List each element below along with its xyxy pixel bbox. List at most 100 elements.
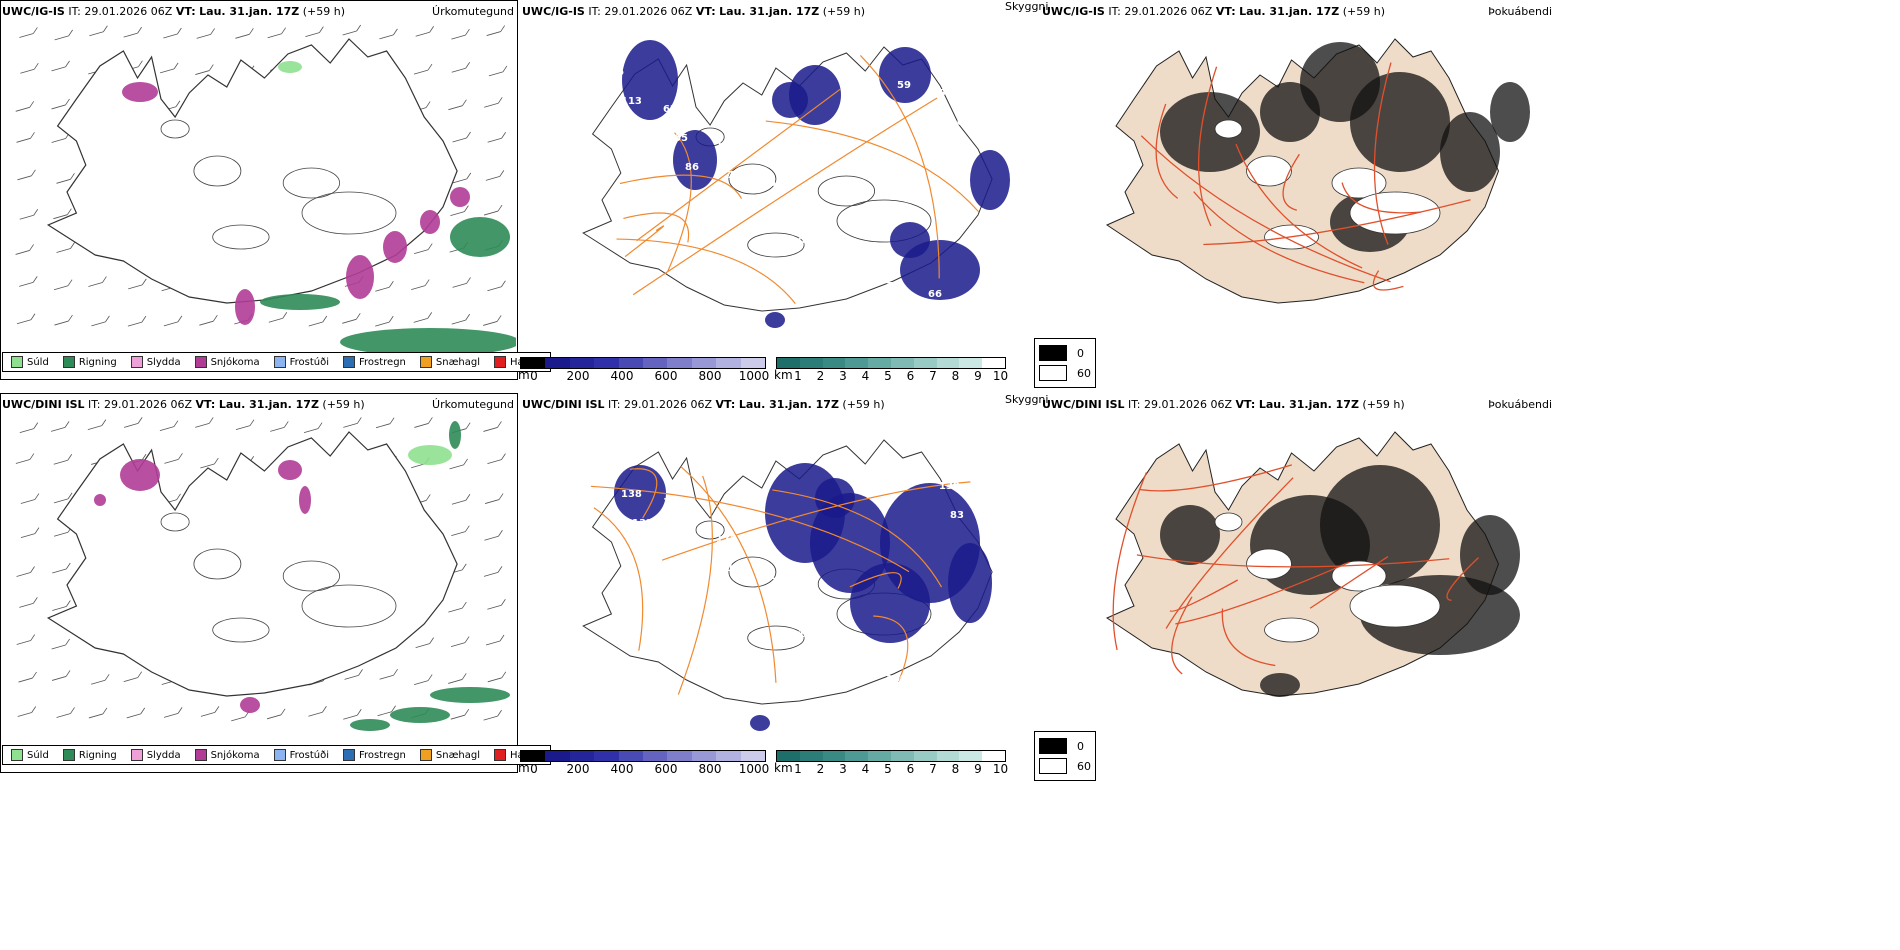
wind-barb-flag xyxy=(68,29,73,37)
fog-legend: 0 60 xyxy=(1034,731,1096,781)
road-line xyxy=(1203,199,1471,246)
valid-label: VT: xyxy=(1235,398,1256,411)
scale-tick: 9 xyxy=(974,762,982,776)
wind-barb-flag xyxy=(141,278,147,286)
ceiling-visibility-panel: UWC/DINI ISL IT: 29.01.2026 06Z VT: Lau.… xyxy=(518,393,1048,778)
wind-barb xyxy=(344,674,359,680)
glacier-outline xyxy=(212,617,270,643)
cloud-base-label: 83 xyxy=(780,207,794,218)
wind-barb xyxy=(487,137,502,143)
init-time: IT: 29.01.2026 06Z xyxy=(1108,5,1213,18)
legend-item: Súld xyxy=(11,749,49,761)
wind-barb-flag xyxy=(173,420,179,427)
wind-barb-flag xyxy=(67,279,73,286)
wind-barb xyxy=(123,32,138,38)
scale-tick: 200 xyxy=(566,762,590,776)
wind-barb-flag xyxy=(501,599,506,606)
wind-barb xyxy=(379,34,394,40)
wind-barb xyxy=(450,211,465,217)
wind-barb xyxy=(485,640,501,646)
road-line xyxy=(593,507,644,651)
wind-barb xyxy=(343,714,358,720)
precip-area xyxy=(240,697,260,713)
cloud-base-label: 67 xyxy=(769,178,783,189)
scale-tick: 10 xyxy=(992,369,1009,383)
cloud-base-label: 112 xyxy=(727,563,748,574)
wind-barb xyxy=(231,716,246,722)
fog-area xyxy=(1320,465,1440,585)
road-line xyxy=(765,120,980,213)
scale-tick: 0 xyxy=(530,762,538,776)
wind-barb xyxy=(379,674,394,680)
legend-label: Snjókoma xyxy=(210,749,260,761)
wind-barb-flag xyxy=(102,276,107,283)
wind-barb-flag xyxy=(388,315,394,323)
panel-title: Skyggni xyxy=(1005,0,1049,13)
ceiling-unit: m xyxy=(518,368,530,382)
wind-barb-flag xyxy=(33,209,39,216)
scale-tick: 800 xyxy=(698,369,722,383)
glacier-outline xyxy=(282,560,340,592)
wind-barb-flag xyxy=(282,312,288,319)
glacier-outline xyxy=(728,556,777,588)
init-time: IT: 29.01.2026 06Z xyxy=(608,398,713,411)
road-line xyxy=(619,174,743,199)
ceiling-unit: m xyxy=(518,761,530,775)
lead-time: (+59 h) xyxy=(1362,398,1405,411)
legend-item: Slydda xyxy=(130,749,181,761)
cloud-base-label: 96 xyxy=(610,67,624,78)
wind-barb xyxy=(486,31,501,36)
glacier-outline xyxy=(1214,512,1243,532)
precip-area xyxy=(390,707,450,723)
scale-tick: 9 xyxy=(974,369,982,383)
road-line xyxy=(1136,554,1450,568)
wind-barb-flag xyxy=(137,671,143,678)
wind-barb-flag xyxy=(137,417,143,424)
valid-time: Lau. 31.jan. 17Z xyxy=(738,398,839,411)
wind-barb-flag xyxy=(464,636,470,643)
wind-barb-flag xyxy=(30,313,36,321)
cloud-base-label: 70 xyxy=(738,199,752,210)
wind-barb xyxy=(123,677,138,683)
wind-barb-flag xyxy=(319,26,324,33)
legend-item: Frostregn xyxy=(343,749,406,761)
wind-barb-flag xyxy=(213,457,219,465)
wind-barb xyxy=(19,214,34,220)
scale-tick: 4 xyxy=(861,762,870,776)
glacier-outline xyxy=(301,191,397,235)
wind-barb-flag xyxy=(67,492,73,500)
wind-barb-flag xyxy=(137,26,142,34)
road-line xyxy=(1165,477,1294,629)
wind-barb-flag xyxy=(213,314,218,322)
cloud-base-label: 86 xyxy=(685,162,699,173)
scale-tick: 600 xyxy=(654,369,678,383)
road-line xyxy=(590,485,910,573)
wind-barb xyxy=(164,458,179,464)
cloud-base-label: 93 xyxy=(738,592,752,603)
wind-barb-flag xyxy=(499,170,505,177)
wind-barb-flag xyxy=(30,566,35,573)
panel-title: Þokuábendi xyxy=(1488,5,1552,18)
precip-area xyxy=(383,231,407,263)
legend-swatch xyxy=(273,356,286,368)
ceiling-area xyxy=(850,563,930,643)
fog-area xyxy=(1440,112,1500,192)
fog-swatch-dark xyxy=(1039,345,1067,361)
model-name: UWC/IG-IS xyxy=(1042,5,1105,18)
iceland-outline xyxy=(46,431,458,697)
wind-barb xyxy=(17,175,32,181)
road-line xyxy=(849,572,902,589)
wind-barb xyxy=(452,178,467,184)
ceiling-area xyxy=(622,40,678,120)
legend-label: Snjókoma xyxy=(210,356,260,368)
precip-map xyxy=(15,24,516,356)
valid-time: Lau. 31.jan. 17Z xyxy=(199,5,300,18)
wind-barb-flag xyxy=(67,208,72,215)
visibility-scale: km 1 2 3 4 5 6 7 8 9 10 xyxy=(774,750,1009,776)
wind-barb-flag xyxy=(177,27,182,35)
glacier-outline xyxy=(160,512,190,532)
cloud-base-label: 62 xyxy=(663,104,677,115)
wind-barb-flag xyxy=(427,312,433,319)
wind-barb xyxy=(343,423,358,428)
scale-tick: 10 xyxy=(992,762,1009,776)
